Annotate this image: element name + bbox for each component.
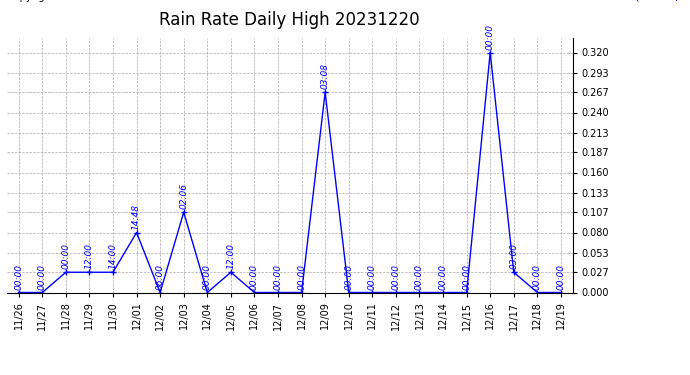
Text: 12:00: 12:00 <box>226 243 235 270</box>
Text: 00:00: 00:00 <box>61 243 70 270</box>
Text: 00:00: 00:00 <box>273 264 282 290</box>
Text: 06:00: 06:00 <box>156 264 165 290</box>
Text: 00:00: 00:00 <box>439 264 448 290</box>
Text: 00:00: 00:00 <box>297 264 306 290</box>
Text: 00:00: 00:00 <box>556 264 565 290</box>
Text: Rain Rate Daily High 20231220: Rain Rate Daily High 20231220 <box>159 11 420 29</box>
Text: 00:00: 00:00 <box>368 264 377 290</box>
Text: 00:00: 00:00 <box>14 264 23 290</box>
Text: Rain Rate (Inches/Hour): Rain Rate (Inches/Hour) <box>578 0 690 2</box>
Text: 02:06: 02:06 <box>179 183 188 210</box>
Text: 00:00: 00:00 <box>391 264 400 290</box>
Text: 00:00: 00:00 <box>344 264 353 290</box>
Text: 00:00: 00:00 <box>203 264 212 290</box>
Text: 14:00: 14:00 <box>108 243 117 270</box>
Text: 14:48: 14:48 <box>132 204 141 230</box>
Text: 03:00: 03:00 <box>509 243 518 270</box>
Text: Copyright 2023 Cartronics.com: Copyright 2023 Cartronics.com <box>7 0 159 2</box>
Text: 00:00: 00:00 <box>486 24 495 50</box>
Text: 00:00: 00:00 <box>415 264 424 290</box>
Text: 12:00: 12:00 <box>85 243 94 270</box>
Text: 03:08: 03:08 <box>321 63 330 90</box>
Text: 00:00: 00:00 <box>462 264 471 290</box>
Text: 00:00: 00:00 <box>38 264 47 290</box>
Text: 00:00: 00:00 <box>533 264 542 290</box>
Text: 00:00: 00:00 <box>250 264 259 290</box>
